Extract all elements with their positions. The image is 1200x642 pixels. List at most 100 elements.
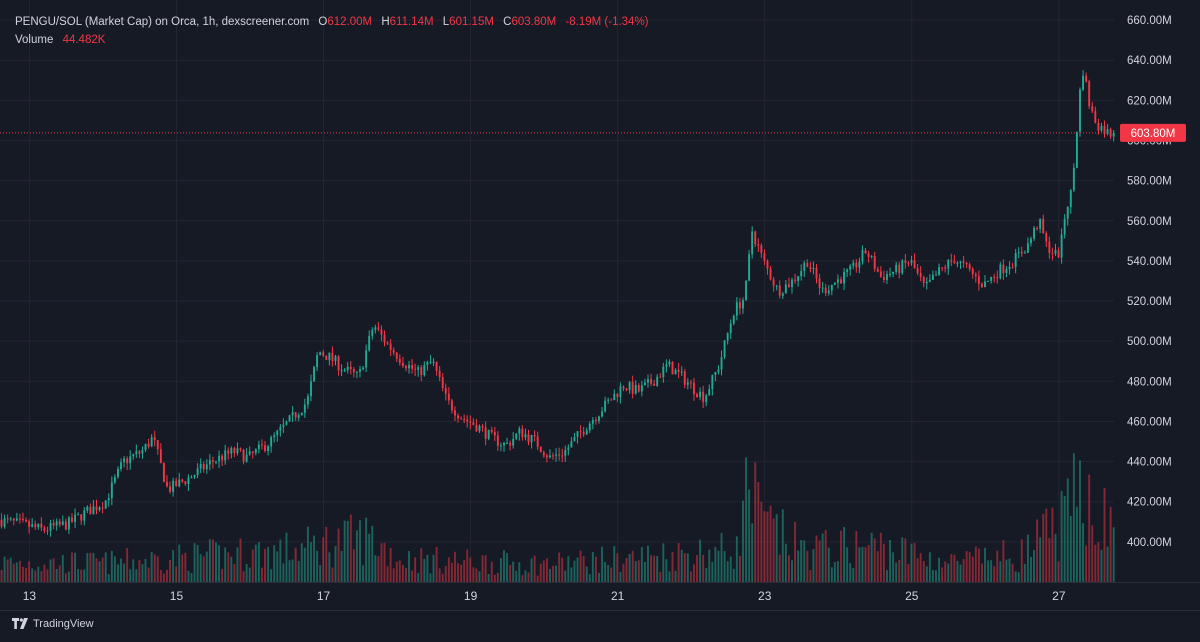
tradingview-brand[interactable]: TradingView	[12, 618, 94, 630]
volume-bar	[208, 539, 211, 582]
candle-body	[337, 356, 340, 371]
candle-body	[1002, 264, 1005, 274]
candle-body	[735, 302, 738, 316]
candle-body	[545, 455, 548, 458]
volume-bar	[1039, 537, 1042, 582]
candle-body	[291, 412, 294, 416]
volume-bar	[714, 546, 717, 582]
volume-bar	[383, 542, 386, 582]
volume-bar	[475, 568, 478, 582]
volume-bar	[717, 550, 720, 582]
volume-bar	[469, 557, 472, 582]
volume-bar	[536, 575, 539, 582]
volume-bar	[1042, 513, 1045, 582]
volume-bar	[55, 569, 58, 582]
volume-bar	[579, 550, 582, 582]
candle-body	[496, 435, 499, 446]
candle-body	[901, 260, 904, 274]
volume-bar	[0, 570, 3, 582]
volume-bar	[558, 552, 561, 582]
candle-body	[55, 521, 58, 526]
y-tick-label: 500.00M	[1127, 336, 1172, 348]
volume-bar	[916, 558, 919, 582]
candle-body	[867, 253, 870, 257]
volume-bar	[1100, 549, 1103, 582]
candle-body	[864, 250, 867, 254]
candle-body	[879, 271, 882, 277]
candle-body	[46, 530, 49, 532]
volume-bar	[98, 561, 101, 582]
volume-bar	[472, 567, 475, 582]
price-scale-area	[1114, 0, 1200, 582]
candle-body	[466, 419, 469, 422]
volume-bar	[187, 570, 190, 582]
candle-body	[279, 426, 282, 431]
volume-bar	[496, 572, 499, 582]
volume-bar	[656, 556, 659, 582]
candle-body	[530, 435, 533, 443]
candle-body	[294, 412, 297, 418]
candle-body	[935, 274, 937, 276]
volume-bar	[92, 552, 95, 582]
volume-bar	[1051, 507, 1054, 582]
candle-body	[852, 262, 855, 266]
candle-body	[147, 443, 150, 447]
volume-bar	[1036, 519, 1039, 582]
volume-bar	[1030, 556, 1032, 582]
candle-body	[233, 448, 236, 454]
volume-bar	[864, 547, 867, 582]
candle-body	[22, 519, 24, 521]
candle-body	[31, 524, 34, 528]
candle-body	[720, 357, 723, 370]
volume-bar	[417, 573, 420, 582]
candle-body	[876, 268, 879, 272]
volume-bar	[184, 552, 187, 582]
candle-body	[52, 523, 55, 526]
volume-bar	[873, 538, 876, 582]
volume-bar	[343, 520, 346, 582]
volume-bar	[126, 548, 129, 582]
volume-bar	[732, 568, 735, 582]
candle-body	[512, 438, 515, 446]
candle-body	[343, 370, 346, 372]
candle-body	[1008, 266, 1011, 270]
volume-bar	[723, 550, 726, 582]
volume-bar	[101, 557, 104, 582]
volume-bar	[564, 570, 567, 582]
legend-row-price: PENGU/SOL (Market Cap) on Orca, 1h, dexs…	[15, 13, 649, 31]
volume-bar	[708, 549, 711, 582]
volume-bar	[1112, 527, 1115, 582]
candle-body	[316, 355, 319, 368]
candle-body	[1094, 111, 1097, 123]
candle-body	[953, 261, 956, 264]
candle-body	[132, 454, 135, 457]
candle-body	[873, 255, 876, 269]
candle-body	[392, 349, 395, 353]
volume-bar	[892, 552, 895, 582]
volume-bar	[43, 564, 46, 582]
candle-body	[190, 477, 193, 479]
volume-bar	[120, 558, 122, 582]
volume-bar	[132, 559, 135, 582]
candle-body	[1030, 238, 1032, 244]
volume-bar	[291, 559, 294, 582]
volume-bar	[1079, 460, 1081, 582]
volume-bar	[71, 552, 73, 582]
candle-body	[840, 279, 842, 284]
volume-bar	[711, 561, 714, 582]
candle-body	[941, 267, 944, 269]
candle-body	[521, 428, 524, 438]
candle-body	[607, 399, 610, 401]
candle-body	[1026, 243, 1029, 253]
volume-bar	[1057, 561, 1060, 582]
volume-bar	[481, 555, 484, 582]
volume-bar	[1026, 534, 1029, 582]
candle-body	[276, 430, 279, 436]
candle-body	[567, 447, 570, 451]
volume-bar	[484, 555, 487, 582]
volume-bar	[264, 549, 266, 582]
volume-bar	[1054, 534, 1057, 582]
candle-body	[80, 514, 83, 521]
